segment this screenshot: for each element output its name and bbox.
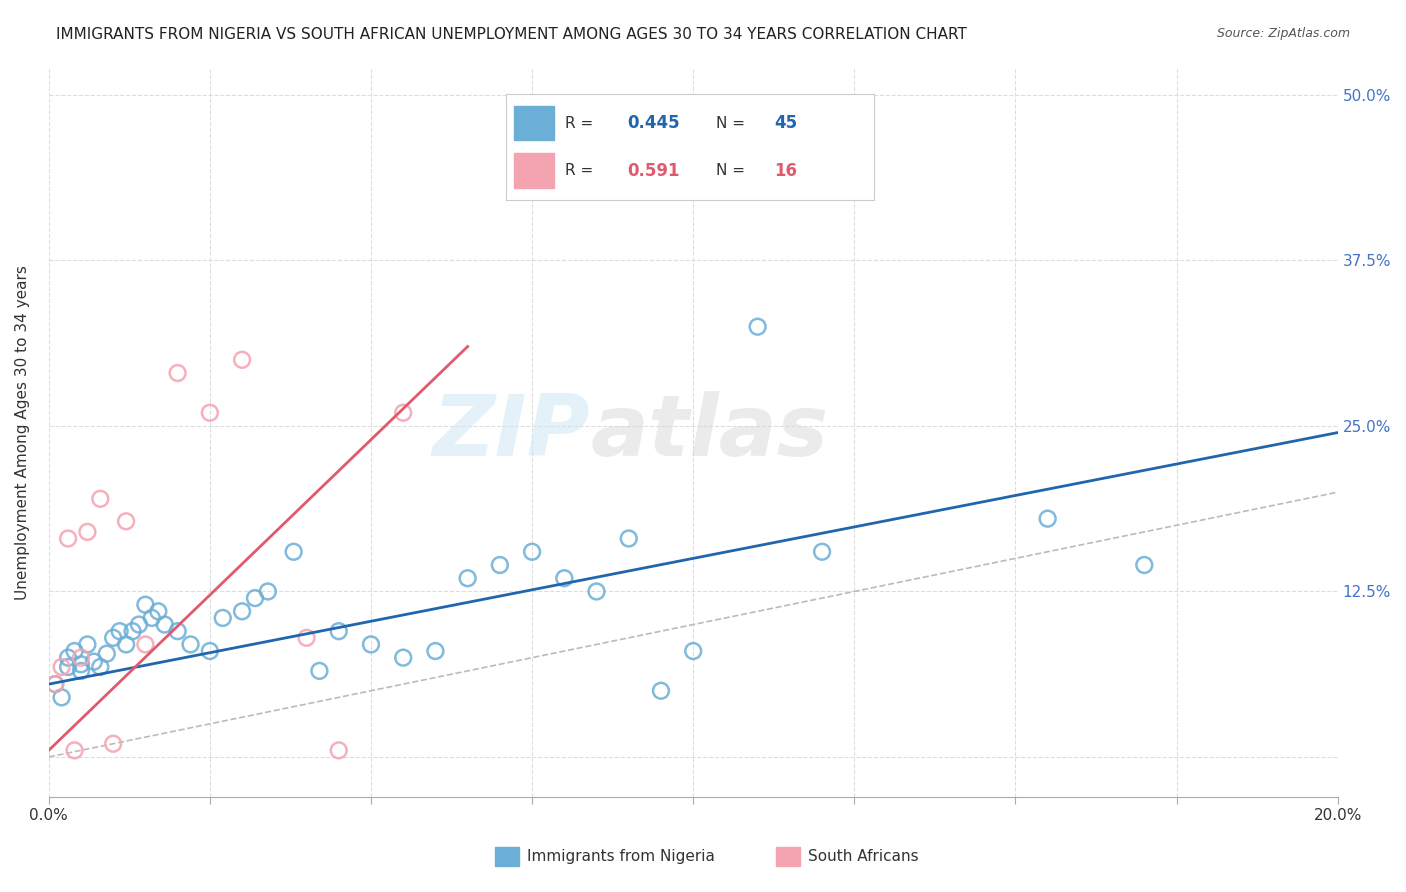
Point (115, 637, 138, 651)
Point (56, 660, 79, 674)
Point (76, 524, 98, 539)
Point (83, 655, 105, 669)
Point (328, 743, 350, 757)
Point (115, 514, 138, 528)
Text: IMMIGRANTS FROM NIGERIA VS SOUTH AFRICAN UNEMPLOYMENT AMONG AGES 30 TO 34 YEARS : IMMIGRANTS FROM NIGERIA VS SOUTH AFRICAN… (56, 27, 967, 42)
Point (89, 491, 111, 506)
Point (295, 631, 318, 645)
Point (56, 650, 79, 665)
Point (617, 532, 640, 546)
Point (121, 624, 143, 639)
Text: Immigrants from Nigeria: Immigrants from Nigeria (527, 849, 716, 863)
Point (1036, 511, 1059, 525)
Point (89, 660, 111, 674)
Point (103, 631, 125, 645)
Point (257, 584, 280, 599)
Point (96, 647, 118, 661)
Point (141, 611, 163, 625)
Point (44, 677, 66, 691)
Point (1133, 558, 1156, 572)
Point (585, 584, 607, 599)
Point (747, 319, 769, 334)
Point (553, 571, 575, 585)
Point (392, 406, 415, 420)
Point (148, 604, 170, 618)
Point (108, 624, 131, 639)
Y-axis label: Unemployment Among Ages 30 to 34 years: Unemployment Among Ages 30 to 34 years (15, 265, 30, 600)
Point (70, 657, 93, 672)
Point (811, 545, 834, 559)
Point (231, 604, 253, 618)
Point (70, 664, 93, 678)
Point (520, 545, 543, 559)
Point (198, 406, 221, 420)
Point (243, 591, 266, 606)
Point (211, 611, 233, 625)
Point (76, 637, 98, 651)
Point (166, 366, 188, 380)
Point (153, 617, 176, 632)
Text: Source: ZipAtlas.com: Source: ZipAtlas.com (1216, 27, 1350, 40)
Point (180, 637, 202, 651)
Point (134, 637, 156, 651)
Point (328, 624, 350, 639)
Point (134, 598, 156, 612)
Point (63, 743, 86, 757)
Point (103, 737, 125, 751)
Point (128, 617, 150, 632)
Point (44, 677, 66, 691)
Point (51, 690, 73, 705)
Point (51, 660, 73, 674)
Text: ZIP: ZIP (433, 391, 591, 474)
Point (489, 558, 512, 572)
Point (682, 644, 704, 658)
Point (650, 683, 672, 698)
Text: atlas: atlas (591, 391, 828, 474)
Point (70, 650, 93, 665)
Point (392, 650, 415, 665)
Point (231, 352, 253, 367)
Point (63, 644, 86, 658)
Point (166, 624, 188, 639)
Point (360, 637, 382, 651)
Point (308, 664, 330, 678)
Point (56, 532, 79, 546)
Point (283, 545, 305, 559)
Point (457, 571, 479, 585)
Point (198, 644, 221, 658)
Point (425, 644, 447, 658)
Text: South Africans: South Africans (808, 849, 920, 863)
